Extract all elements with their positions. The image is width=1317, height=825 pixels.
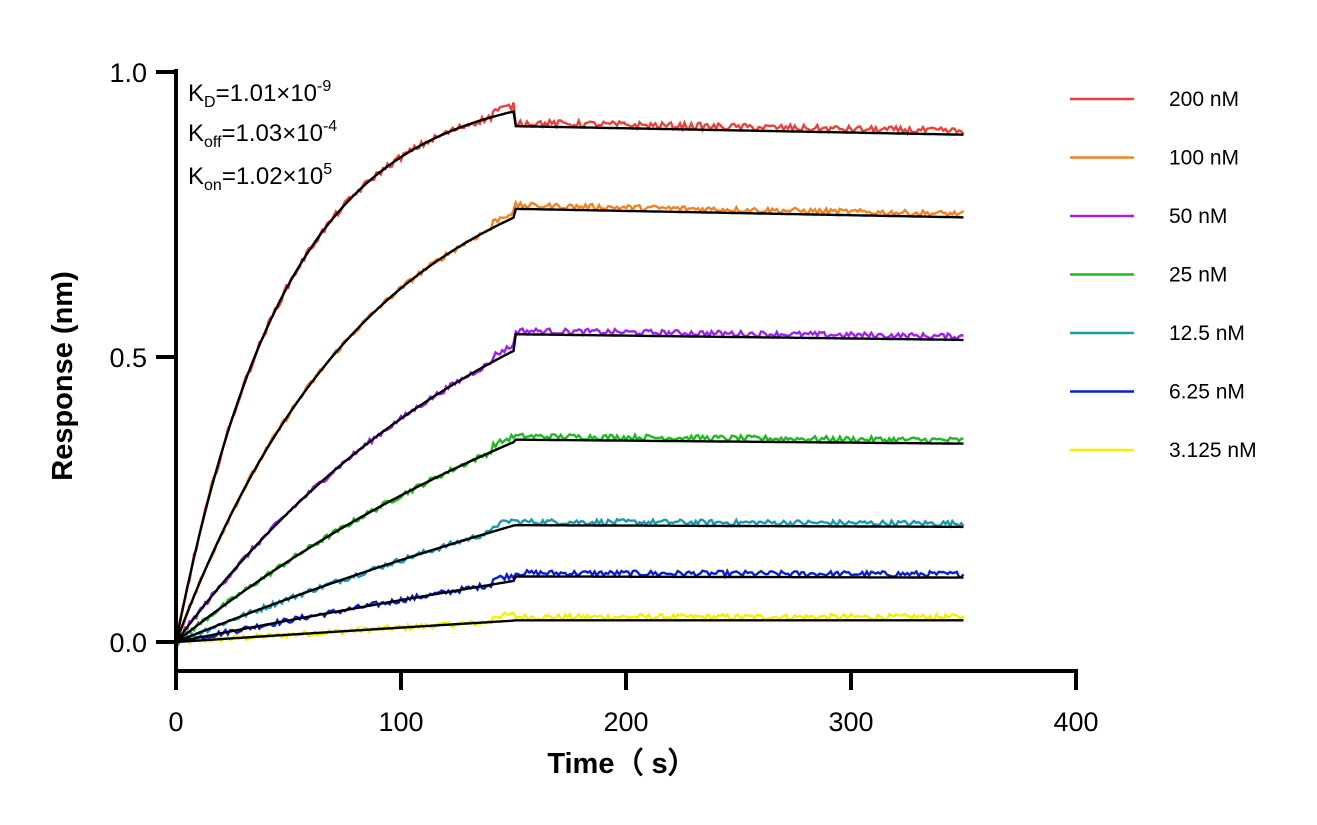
- x-tick-label: 300: [828, 707, 873, 737]
- fit-curve-4: [175, 524, 964, 644]
- fit-curve-3: [175, 438, 964, 643]
- y-tick-label: 0.5: [109, 343, 147, 373]
- measured-curve-2: [174, 326, 964, 649]
- x-axis-title: Time（ s）: [547, 747, 696, 780]
- legend: 200 nM 100 nM 50 nM 25 nM 12.5 nM 6.25 nM 3.12…: [1070, 88, 1257, 462]
- kon-value: =1.02×10: [222, 163, 323, 190]
- fit-curve-2: [175, 332, 964, 643]
- fit-curve-1: [174, 207, 964, 643]
- x-tick-label: 100: [378, 707, 423, 737]
- measured-curve-5: [175, 568, 965, 649]
- kd-value: =1.01×10: [216, 80, 317, 107]
- fit-curve-0: [174, 109, 964, 643]
- x-tick-label: 200: [603, 707, 648, 737]
- koff-subscript: off: [204, 134, 222, 151]
- axes: [174, 69, 1078, 673]
- kon-subscript: on: [204, 177, 222, 194]
- koff-value: =1.03×10: [222, 120, 323, 147]
- legend-label: 12.5 nM: [1169, 322, 1245, 345]
- legend-label: 6.25 nM: [1169, 381, 1245, 404]
- y-tick-label: 0.0: [109, 628, 147, 658]
- measured-curve-0: [174, 102, 965, 648]
- y-tick-label: 1.0: [109, 58, 147, 88]
- legend-label: 200 nM: [1169, 88, 1239, 111]
- kd-exponent: -9: [317, 78, 331, 95]
- koff-base: K: [188, 120, 204, 147]
- kd-base: K: [188, 80, 204, 107]
- legend-label: 25 nM: [1169, 264, 1227, 287]
- kd-annotation: KD=1.01×10-9: [188, 78, 331, 111]
- x-tick-label: 0: [168, 707, 183, 737]
- legend-label: 50 nM: [1169, 205, 1227, 228]
- kon-annotation: Kon=1.02×105: [188, 161, 332, 194]
- x-tick-label: 400: [1053, 707, 1098, 737]
- y-axis-title: Response (nm): [47, 271, 79, 480]
- legend-label: 100 nM: [1169, 147, 1239, 170]
- fit-curve-6: [175, 619, 964, 644]
- fit-curve-5: [175, 575, 964, 644]
- rate-constants: KD=1.01×10-9 Koff=1.03×10-4 Kon=1.02×105: [188, 78, 337, 194]
- plot-area: [174, 102, 965, 649]
- kon-base: K: [188, 163, 204, 190]
- legend-label: 3.125 nM: [1169, 439, 1257, 462]
- kon-exponent: 5: [323, 161, 332, 178]
- measured-curve-1: [174, 199, 965, 648]
- x-ticks: 0 100 200 300 400: [168, 671, 1099, 737]
- koff-exponent: -4: [323, 118, 337, 135]
- koff-annotation: Koff=1.03×10-4: [188, 118, 337, 151]
- y-ticks: 0.0 0.5 1.0: [109, 58, 176, 658]
- kd-subscript: D: [204, 94, 216, 111]
- measured-curve-4: [174, 517, 965, 649]
